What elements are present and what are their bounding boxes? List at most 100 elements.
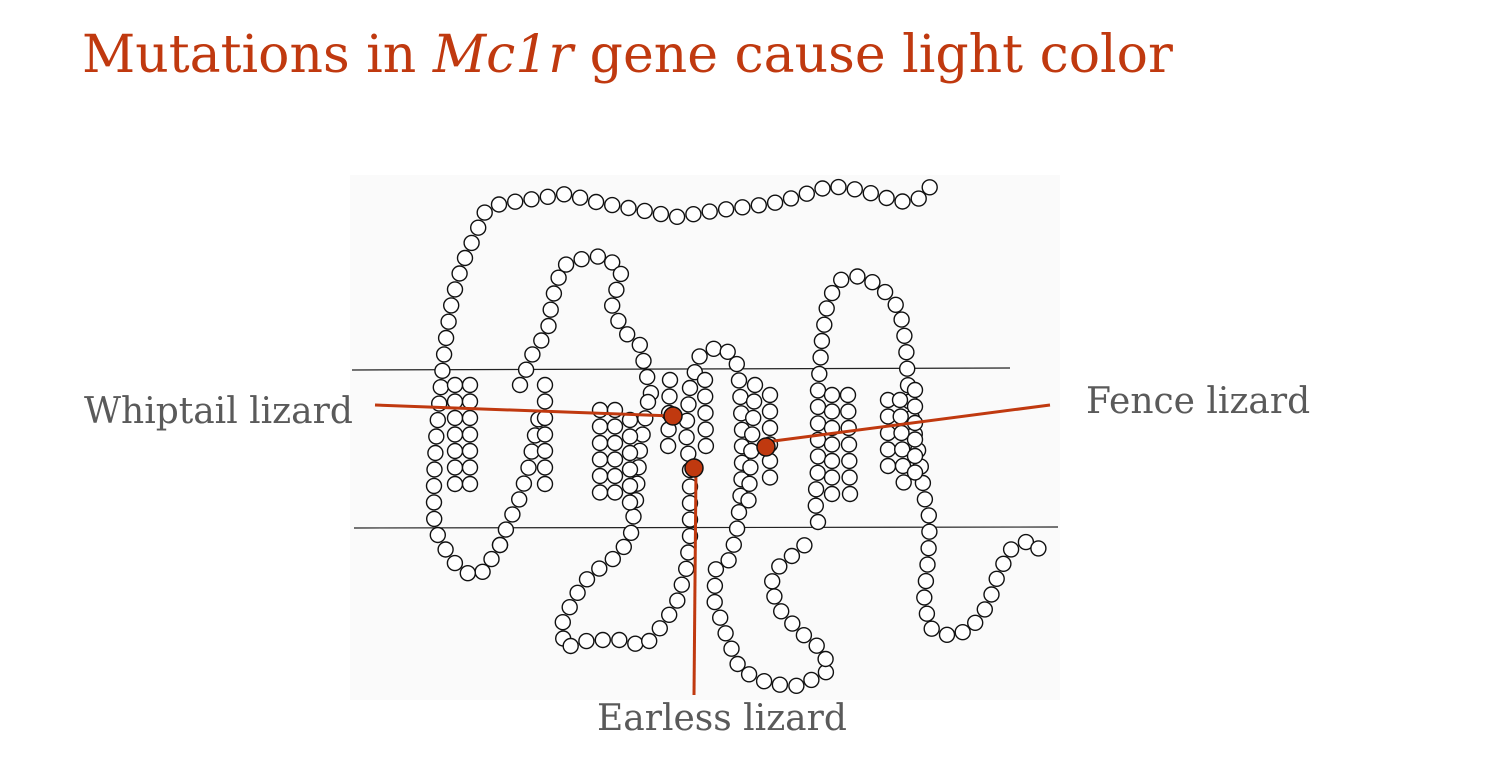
residue — [562, 637, 579, 655]
residue — [841, 452, 858, 470]
residue — [761, 403, 779, 420]
residue — [954, 624, 971, 641]
residue-chain — [425, 178, 1047, 694]
residue — [661, 371, 679, 389]
residue — [578, 571, 596, 588]
residue — [591, 401, 609, 419]
residue — [745, 393, 763, 410]
residue — [807, 481, 825, 498]
residue — [554, 614, 571, 631]
residue — [893, 424, 910, 442]
residue — [550, 269, 567, 286]
residue — [678, 560, 695, 577]
residue — [446, 459, 464, 476]
residue — [823, 436, 841, 453]
residue — [542, 301, 559, 318]
residue — [446, 426, 464, 443]
residue — [680, 544, 697, 561]
residue — [798, 185, 815, 202]
residue — [697, 437, 715, 455]
residue — [681, 494, 699, 512]
fence-mutation-site — [756, 437, 776, 457]
residue — [809, 382, 827, 399]
residue — [717, 201, 735, 218]
residue — [784, 615, 801, 632]
residue — [451, 265, 468, 282]
residue — [811, 365, 828, 383]
residue — [429, 411, 446, 429]
residue — [729, 655, 746, 673]
residue — [606, 467, 624, 485]
residue — [783, 547, 801, 565]
residue — [608, 281, 625, 298]
residue — [594, 631, 611, 649]
residue — [637, 410, 654, 427]
residue — [732, 388, 749, 406]
residue — [728, 355, 745, 373]
residue — [573, 251, 590, 268]
residue — [823, 452, 841, 470]
residue — [515, 475, 533, 492]
residue — [604, 254, 621, 271]
residue — [536, 459, 554, 476]
residue — [823, 386, 841, 404]
residue — [809, 448, 827, 465]
residue — [661, 388, 678, 405]
residue — [681, 379, 699, 397]
residue — [823, 284, 841, 302]
residue — [712, 609, 729, 626]
residue — [636, 202, 653, 220]
residue — [641, 632, 658, 650]
residue — [717, 625, 734, 642]
residue — [557, 256, 575, 273]
residue — [621, 428, 639, 445]
title-suffix: gene cause light color — [573, 25, 1173, 85]
residue — [536, 426, 554, 443]
residue — [906, 431, 924, 448]
residue — [621, 444, 639, 462]
residue — [680, 396, 697, 413]
residue — [895, 474, 912, 491]
residue — [766, 194, 784, 211]
residue — [892, 408, 909, 425]
residue — [523, 191, 540, 208]
residue — [578, 632, 595, 650]
residue — [818, 300, 835, 317]
residue — [591, 484, 609, 501]
residue — [463, 234, 480, 252]
residue — [490, 196, 508, 213]
residue — [622, 524, 640, 541]
residue — [988, 570, 1005, 587]
residue — [619, 326, 636, 343]
residue — [795, 627, 813, 644]
residue — [817, 650, 834, 668]
residue — [497, 521, 515, 538]
residue — [809, 415, 827, 432]
residue — [906, 398, 924, 415]
residue — [728, 520, 746, 537]
residue — [425, 494, 443, 511]
residue — [761, 386, 779, 404]
residue — [426, 510, 443, 528]
residue — [839, 386, 857, 404]
earless-callout-line — [692, 467, 698, 696]
residue — [669, 592, 686, 609]
residue — [823, 469, 841, 486]
residue — [803, 671, 820, 689]
residue — [705, 340, 722, 357]
residue — [604, 550, 621, 568]
residue — [606, 434, 624, 452]
residue — [1002, 541, 1020, 558]
residue — [809, 464, 826, 481]
residue — [823, 403, 841, 420]
residue — [917, 572, 935, 590]
residue — [425, 477, 443, 495]
whiptail-mutation-site — [663, 406, 683, 426]
residue — [446, 281, 464, 298]
residue — [876, 283, 894, 301]
residue — [635, 352, 652, 370]
residue — [864, 274, 881, 291]
residue — [697, 421, 714, 438]
residue — [459, 565, 476, 582]
fence-lizard-label: Fence lizard — [1086, 381, 1311, 422]
